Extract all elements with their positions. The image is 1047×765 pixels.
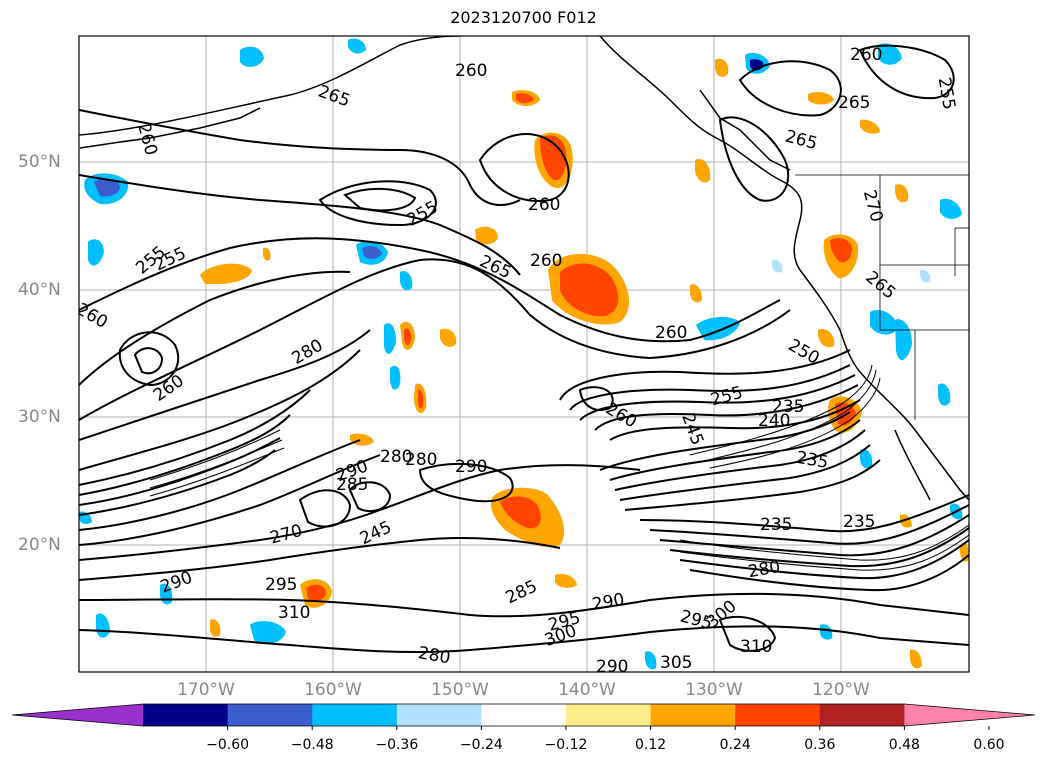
- contour-label: 235: [843, 512, 875, 532]
- contour-label: 255: [934, 76, 959, 111]
- colorbar: [11, 703, 1036, 730]
- lon-label: 130°W: [685, 680, 743, 700]
- contour-label: 260: [850, 45, 882, 65]
- coastlines: [79, 36, 969, 501]
- contour-label: 260: [133, 121, 161, 158]
- lon-label: 120°W: [812, 680, 870, 700]
- contour-label: 310: [278, 603, 310, 623]
- contour-label: 290: [591, 590, 626, 615]
- colorbar-tick-label: −0.48: [290, 737, 334, 753]
- contour-label: 285: [336, 475, 368, 495]
- contour-lines: [79, 44, 969, 654]
- contour-label: 265: [862, 267, 900, 303]
- contour-label: 280: [380, 447, 412, 467]
- contour-label: 305: [660, 653, 692, 673]
- colorbar-segment: [481, 704, 567, 726]
- colorbar-tick-label: 0.36: [804, 737, 836, 753]
- contour-label: 265: [315, 81, 352, 111]
- colorbar-segment: [566, 704, 652, 726]
- colorbar-tick-label: 0.24: [719, 737, 751, 753]
- contour-label: 270: [859, 188, 887, 225]
- contour-label: 280: [405, 450, 437, 470]
- colorbar-outline: [11, 703, 1036, 727]
- colorbar-tick-label: −0.60: [206, 737, 250, 753]
- lat-label: 50°N: [18, 152, 61, 172]
- map-frame: [78, 35, 970, 673]
- lon-label: 150°W: [431, 680, 489, 700]
- contour-label: 260: [655, 323, 687, 343]
- contour-lines-thin: [149, 364, 969, 571]
- contour-label: 265: [838, 93, 870, 113]
- contour-label: 280: [746, 557, 781, 582]
- contour-label: 260: [150, 371, 188, 406]
- colorbar-tick-label: 0.12: [635, 737, 667, 753]
- contour-label: 235: [760, 515, 792, 535]
- colorbar-segment: [819, 704, 905, 726]
- contour-label: 295: [265, 575, 297, 595]
- contour-label: 285: [503, 576, 541, 608]
- contour-label: 235: [794, 448, 829, 473]
- lat-label: 40°N: [18, 280, 61, 300]
- contour-label: 250: [785, 335, 823, 369]
- lon-label: 160°W: [304, 680, 362, 700]
- colorbar-segment: [312, 704, 398, 726]
- colorbar-segment: [650, 704, 736, 726]
- lat-label: 30°N: [18, 407, 61, 427]
- lon-label: 140°W: [558, 680, 616, 700]
- contour-label: 310: [740, 637, 772, 657]
- contour-label: 265: [783, 126, 820, 154]
- colorbar-segment: [396, 704, 482, 726]
- colorbar-tick-label: −0.36: [375, 737, 419, 753]
- borders: [795, 174, 969, 420]
- colorbar-tick-label: 0.48: [888, 737, 920, 753]
- colorbar-extend-min: [12, 704, 143, 726]
- colorbar-tick-label: −0.12: [544, 737, 588, 753]
- contour-label: 260: [528, 195, 560, 215]
- contour-label: 270: [268, 521, 305, 549]
- contour-label: 235: [772, 397, 804, 417]
- contour-label: 290: [596, 657, 628, 677]
- contour-label: 260: [530, 251, 562, 271]
- contour-label: 240: [758, 411, 790, 431]
- colorbar-segment: [735, 704, 821, 726]
- contour-label: 265: [476, 251, 514, 283]
- lat-label: 20°N: [18, 535, 61, 555]
- colorbar-segment: [227, 704, 313, 726]
- contour-label: 280: [416, 643, 451, 668]
- map-title: 2023120700 F012: [450, 8, 597, 27]
- contour-label: 245: [677, 411, 707, 448]
- colorbar-tick-label: −0.24: [459, 737, 503, 753]
- contour-label: 290: [455, 457, 487, 477]
- colorbar-segment: [143, 704, 229, 726]
- colorbar-extend-max: [904, 704, 1035, 726]
- colorbar-tick-label: 0.60: [973, 737, 1005, 753]
- lon-label: 170°W: [177, 680, 235, 700]
- map-area: 260 255 265 265 260 265 280 260 255 255 …: [79, 36, 969, 677]
- contour-label: 260: [455, 61, 487, 81]
